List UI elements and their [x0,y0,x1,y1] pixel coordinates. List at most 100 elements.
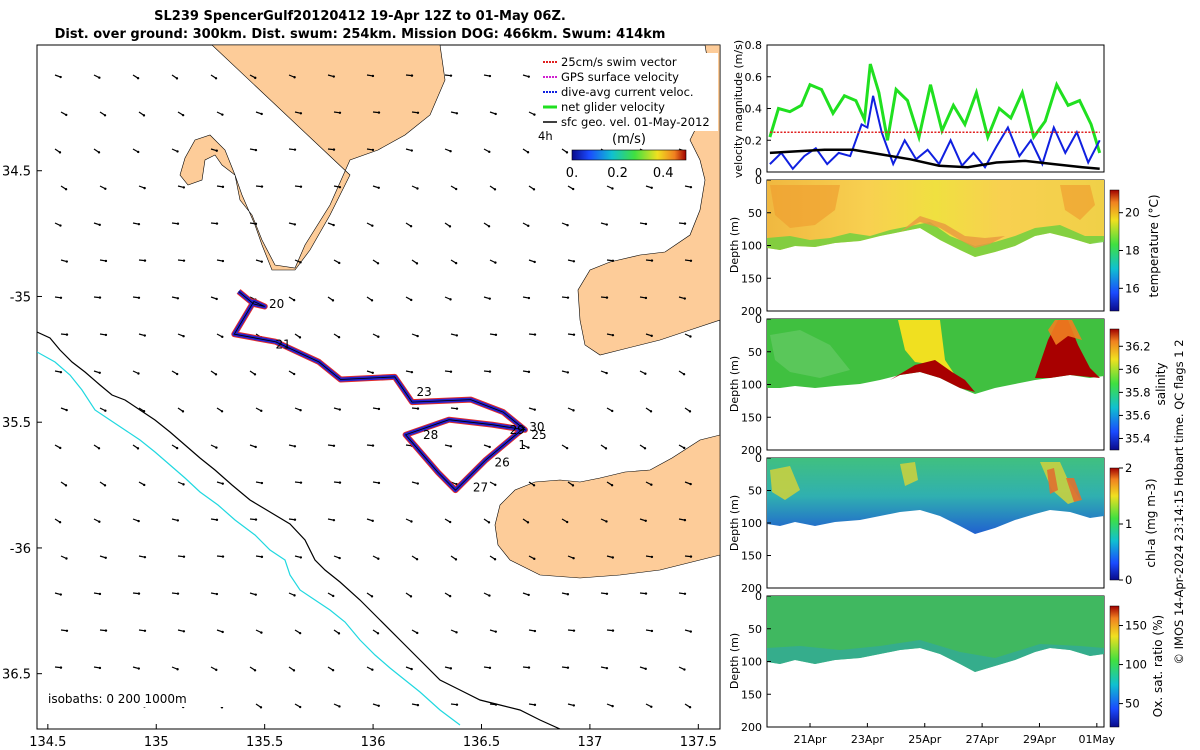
velocity-arrow-head [649,410,653,413]
velocity-arrow-head [103,114,107,117]
velocity-arrow-head [494,630,497,633]
waypoint-label: 26 [495,455,510,469]
map-x-tick-label: 136.5 [463,735,500,750]
velocity-arrow-head [182,186,186,189]
velocity-arrow-head [410,149,414,152]
velocity-arrow-head [98,296,102,299]
velocity-arrow-head [293,445,297,448]
velocity-arrow-head [532,484,536,487]
velocity-arrow-head [644,667,647,671]
velocity-arrow-head [377,557,380,560]
velocity-arrow-head [371,444,375,447]
legend-label-swim: 25cm/s swim vector [561,55,677,69]
date-x-tick-label: 21Apr [794,733,828,746]
chlorophyll-colorbar-ticks: 0 1 2 [1119,461,1132,587]
velocity-arrow-head [337,632,341,635]
velocity-arrow-head [299,556,303,559]
velocity-arrow-head [455,631,458,634]
velocity-arrow-head [104,409,107,412]
salinity-panel: 0 50 100 150 200 Depth (m) 35.4 35.6 35.8 36 36.… [728,313,1168,457]
oxygen-deep-band [767,640,1104,672]
velocity-arrow-head [565,520,569,524]
velocity-arrow-head [221,113,224,116]
velocity-series [768,63,1102,171]
depth-y-tick-label: 150 [741,272,762,285]
velocity-arrow-head [143,334,147,337]
velocity-arrow-head [454,558,458,561]
velocity-arrow-head [611,259,615,262]
velocity-arrow-head [409,595,413,598]
salinity-orange-right [1048,320,1082,345]
velocity-arrow-head [605,371,608,375]
land-eyre-peninsula [179,45,446,271]
velocity-arrow-head [338,111,342,114]
velocity-arrow-head [98,76,101,79]
chlorophyll-field [767,458,1104,534]
velocity-arrow-head [611,556,615,559]
velocity-arrow-head [65,557,68,560]
velocity-arrow-head [572,557,575,560]
velocity-arrow-head [299,481,303,484]
velocity-arrow-head [260,409,263,413]
velocity-arrow-head [298,336,302,339]
velocity-arrow-head [689,259,693,262]
date-x-tick-label: 29Apr [1023,733,1057,746]
velocity-arrow-head [260,185,264,188]
velocity-arrow-head [449,667,453,670]
velocity-arrow-head [527,370,531,374]
velocity-arrow-head [332,148,336,151]
velocity-arrow-head [143,555,147,559]
velocity-arrow-head [527,593,530,597]
legend-box [538,53,718,131]
depth-y-tick-label: 50 [748,346,762,359]
velocity-arrow-head [449,150,452,153]
depth-y-tick-label: 50 [748,485,762,498]
velocity-arrow-head [689,630,692,633]
velocity-arrow-head [533,113,536,116]
velocity-y-tick-label: 0.4 [745,103,763,116]
velocity-arrow-head [182,630,186,633]
velocity-arrow-head [688,410,692,413]
temperature-panel: 0 50 100 150 200 Depth (m) 16 18 20 temperatur… [728,174,1161,318]
velocity-arrow-head [605,296,609,299]
temperature-colorbar-ticks: 16 18 20 [1119,206,1140,295]
velocity-arrow-head [494,112,497,116]
velocity-arrow-head [493,188,497,191]
velocity-panel: 0 0.2 0.4 0.6 0.8 velocity magnitude (m/s) [732,39,1105,179]
velocity-arrow-head [415,558,419,561]
velocity-arrow-head [98,371,101,374]
velocity-arrow-head [98,520,101,523]
salinity-max-left [890,360,975,392]
velocity-arrow-head [181,410,185,413]
velocity-arrow-head [97,447,101,450]
velocity-arrow-head [377,407,381,411]
velocity-arrow-head [175,446,179,450]
velocity-arrow-head [689,335,692,338]
velocity-arrow-head [527,75,530,78]
temperature-cbar-label: temperature (°C) [1147,195,1161,298]
velocity-arrow-head [65,260,68,263]
velocity-arrow-head [215,668,218,672]
velocity-arrow-head [142,410,146,413]
velocity-arrow-head [448,594,452,598]
velocity-arrow-head [644,519,647,522]
velocity-arrow-head [59,666,63,669]
velocity-arrow-head [377,111,381,114]
velocity-arrow-head [338,408,342,411]
velocity-arrow-head [410,667,413,671]
colorbar-tick-label: 150 [1125,619,1147,633]
velocity-arrow-head [533,629,537,633]
velocity-arrow-head [182,335,185,338]
isobaths-box [44,689,234,707]
oxygen-ylabel: Depth (m) [728,633,741,689]
velocity-arrow-head [488,74,492,78]
velocity-arrow-head [221,335,224,339]
velocity-arrow-head [331,299,335,302]
velocity-arrow-head [338,185,342,189]
velocity-arrow-head [221,185,225,189]
land-kangaroo-island [494,434,720,579]
depth-y-tick-label: 200 [741,582,762,595]
velocity-arrow-head [650,483,653,486]
velocity-y-tick-label: 0 [755,166,762,179]
